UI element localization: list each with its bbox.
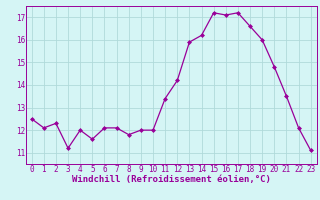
X-axis label: Windchill (Refroidissement éolien,°C): Windchill (Refroidissement éolien,°C) [72, 175, 271, 184]
